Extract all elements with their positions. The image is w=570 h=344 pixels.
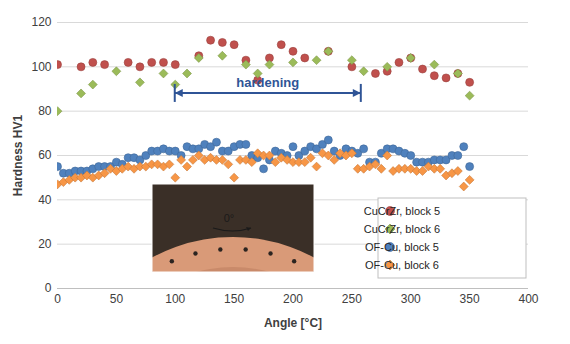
svg-text:Hardness HV1: Hardness HV1: [11, 114, 25, 196]
svg-text:150: 150: [224, 292, 244, 306]
svg-text:80: 80: [38, 104, 52, 118]
svg-text:0°: 0°: [224, 212, 235, 224]
svg-text:120: 120: [31, 15, 51, 29]
svg-text:100: 100: [165, 292, 185, 306]
svg-text:hardening: hardening: [236, 75, 299, 90]
svg-text:CuCrZr, block 5: CuCrZr, block 5: [364, 205, 440, 217]
svg-text:60: 60: [38, 148, 52, 162]
svg-text:Angle [°C]: Angle [°C]: [264, 316, 322, 330]
svg-text:400: 400: [518, 292, 538, 306]
svg-text:250: 250: [342, 292, 362, 306]
svg-text:OF-Cu, block 5: OF-Cu, block 5: [365, 241, 439, 253]
svg-text:0: 0: [54, 292, 61, 306]
svg-text:200: 200: [283, 292, 303, 306]
svg-text:OF-Cu, block 6: OF-Cu, block 6: [365, 259, 439, 271]
svg-text:CuCrZr, block 6: CuCrZr, block 6: [364, 223, 440, 235]
svg-text:350: 350: [460, 292, 480, 306]
svg-text:300: 300: [401, 292, 421, 306]
svg-text:0: 0: [45, 281, 52, 295]
svg-text:20: 20: [38, 237, 52, 251]
svg-text:50: 50: [110, 292, 124, 306]
svg-text:100: 100: [31, 60, 51, 74]
svg-text:40: 40: [38, 193, 52, 207]
